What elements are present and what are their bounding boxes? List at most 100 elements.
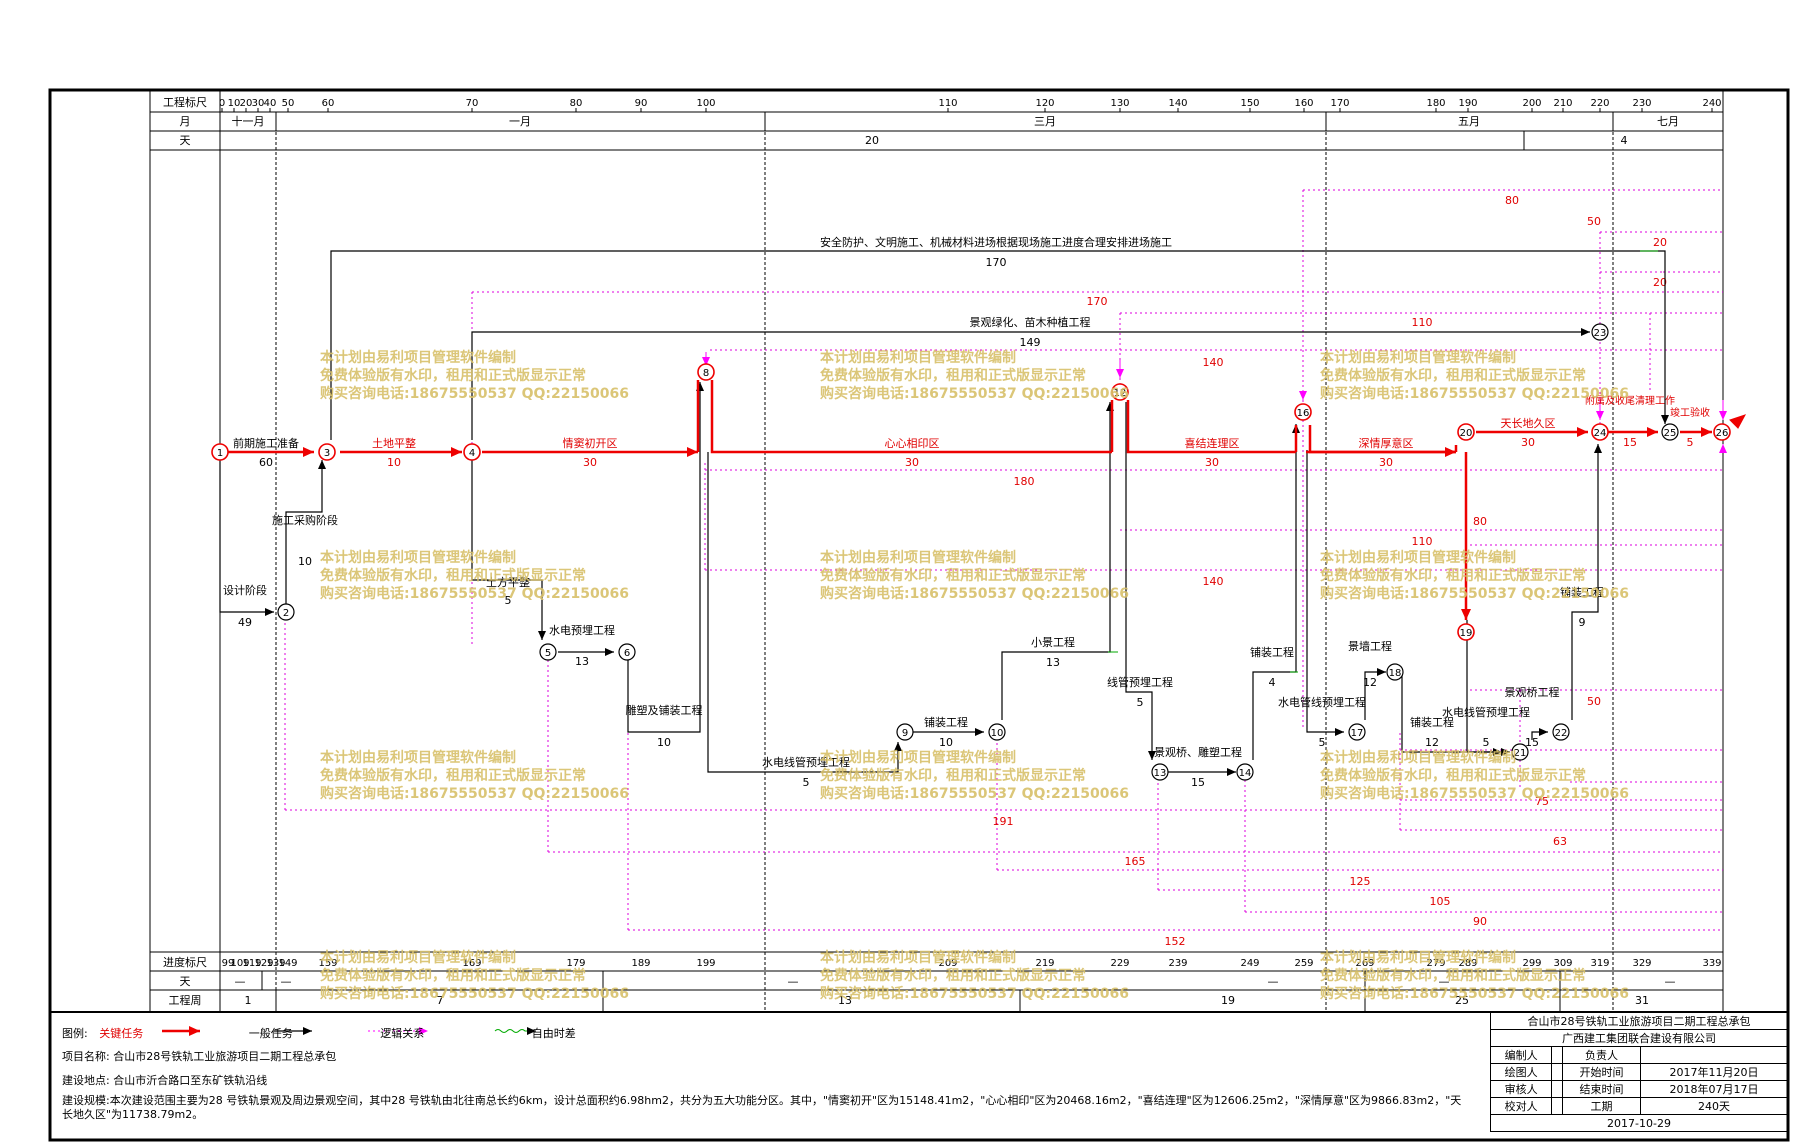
- month-cell-borders: [275, 112, 1614, 150]
- svg-text:170: 170: [1087, 295, 1108, 308]
- task-labels: 前期施工准备 60 设计阶段 49 施工采购阶段 10 土方平整 5 水电预埋工…: [223, 235, 1604, 789]
- ruler-tick: 30: [252, 98, 265, 109]
- legend-logic: 逻辑关系: [380, 1027, 425, 1040]
- watermark-line: 免费体验版有水印，租用和正式版显示正常: [820, 767, 1086, 784]
- node-circle: [463, 443, 481, 461]
- svg-text:12: 12: [1425, 736, 1439, 749]
- svg-text:30: 30: [1205, 456, 1219, 469]
- edge-pipe1: [707, 452, 902, 773]
- watermark-line: 本计划由易利项目管理软件编制: [1320, 949, 1516, 966]
- node-label: 12: [1114, 388, 1127, 399]
- edge-purchase: [285, 460, 326, 612]
- node-circle: [1511, 743, 1529, 761]
- watermark-line: 本计划由易利项目管理软件编制: [820, 749, 1016, 766]
- edge-small: [1001, 402, 1114, 720]
- node-circle: [277, 603, 295, 621]
- watermark-line: 免费体验版有水印，租用和正式版显示正常: [320, 367, 586, 384]
- svg-text:13: 13: [575, 655, 589, 668]
- svg-text:5: 5: [1483, 736, 1490, 749]
- sig-end-label: 结束时间: [1561, 1080, 1642, 1098]
- svg-text:5: 5: [803, 776, 810, 789]
- svg-text:15: 15: [1525, 736, 1539, 749]
- bottom-tick: 279: [1426, 958, 1445, 969]
- bottom-tick: 149: [278, 958, 297, 969]
- svg-text:140: 140: [1203, 575, 1224, 588]
- project-name: 合山市28号铁轨工业旅游项目二期工程总承包: [113, 1050, 337, 1063]
- watermark-line: 免费体验版有水印，租用和正式版显示正常: [1320, 367, 1586, 384]
- ruler-tick: 100: [696, 98, 715, 109]
- watermark-line: 免费体验版有水印，租用和正式版显示正常: [320, 967, 586, 984]
- node-circle: [1151, 763, 1169, 781]
- watermark-line: 购买咨询电话:18675550537 QQ:22150066: [820, 385, 1129, 402]
- node-label: 19: [1460, 628, 1473, 639]
- ruler-tick: 120: [1035, 98, 1054, 109]
- day-value-2: 4: [1621, 134, 1628, 147]
- watermark-line: 本计划由易利项目管理软件编制: [820, 549, 1016, 566]
- svg-text:20: 20: [1653, 276, 1667, 289]
- sig-owner: 负责人: [1561, 1046, 1642, 1064]
- node-circle: [1457, 623, 1475, 641]
- ruler-tick: 240: [1702, 98, 1721, 109]
- watermark-line: 购买咨询电话:18675550537 QQ:22150066: [820, 585, 1129, 602]
- watermark-line: 本计划由易利项目管理软件编制: [320, 949, 516, 966]
- watermark-line: 本计划由易利项目管理软件编制: [1320, 749, 1516, 766]
- node-circle: [1294, 403, 1312, 421]
- month-jan: 一月: [509, 115, 531, 128]
- node-circle: [539, 643, 557, 661]
- edge-land2: [1364, 668, 1386, 720]
- svg-text:15: 15: [1191, 776, 1205, 789]
- svg-text:5: 5: [1137, 696, 1144, 709]
- ruler-tick: 130: [1110, 98, 1129, 109]
- ruler-tick: 60: [322, 98, 335, 109]
- sig-period: 240天: [1640, 1097, 1788, 1115]
- sig-title: 合山市28号铁轨工业旅游项目二期工程总承包: [1490, 1012, 1788, 1030]
- site: 合山市沂合路口至东矿铁轨沿线: [113, 1074, 268, 1087]
- bottom-cell-borders: [261, 971, 1561, 1012]
- watermark-line: 购买咨询电话:18675550537 QQ:22150066: [1320, 385, 1629, 402]
- svg-text:前期施工准备: 前期施工准备: [233, 436, 299, 450]
- svg-text:165: 165: [1125, 855, 1146, 868]
- ruler-label: 工程标尺: [163, 95, 207, 109]
- node-label: 6: [624, 648, 630, 659]
- svg-text:—: —: [281, 975, 292, 988]
- svg-text:景观桥工程: 景观桥工程: [1505, 686, 1560, 699]
- critical-path: [228, 380, 1712, 620]
- ruler-tick: 50: [282, 98, 295, 109]
- ruler-tick: 20: [240, 98, 253, 109]
- ruler-tick: 40: [264, 98, 277, 109]
- svg-text:90: 90: [1473, 915, 1487, 928]
- svg-text:105: 105: [1430, 895, 1451, 908]
- node-label: 4: [469, 448, 475, 459]
- watermark-line: 购买咨询电话:18675550537 QQ:22150066: [1320, 985, 1629, 1002]
- bottom-tick: 189: [631, 958, 650, 969]
- node-circle: [1457, 423, 1475, 441]
- node-label: 23: [1594, 328, 1607, 339]
- ruler-ticks: 0 10 20 30 40 50 60 70 80 90 100 110 120 130 140 150 160…: [219, 98, 1722, 112]
- bottom-tick: 99: [222, 958, 235, 969]
- svg-text:景观桥、雕塑工程: 景观桥、雕塑工程: [1154, 745, 1242, 759]
- svg-text:情窦初开区: 情窦初开区: [563, 436, 618, 450]
- day-label: 天: [180, 134, 191, 147]
- edge-green: [471, 328, 1590, 440]
- bottom-tick: 329: [1632, 958, 1651, 969]
- node-label: 25: [1664, 428, 1677, 439]
- svg-text:施工采购阶段: 施工采购阶段: [272, 513, 338, 527]
- svg-text:63: 63: [1553, 835, 1567, 848]
- svg-text:30: 30: [583, 456, 597, 469]
- node-label: 26: [1716, 428, 1729, 439]
- ruler-tick: 10: [228, 98, 241, 109]
- ruler-tick: 170: [1330, 98, 1349, 109]
- svg-text:110: 110: [1412, 316, 1433, 329]
- bottom-day-marks: — — — — — —: [235, 975, 1676, 988]
- outer-border: [48, 88, 1790, 1142]
- bottom-tick: 209: [938, 958, 957, 969]
- node-label: 5: [545, 648, 551, 659]
- bottom-tick: 129: [254, 958, 273, 969]
- svg-text:土地平整: 土地平整: [372, 436, 416, 450]
- svg-text:191: 191: [993, 815, 1014, 828]
- day-value-1: 20: [865, 134, 879, 147]
- sig-date: 2017-10-29: [1490, 1114, 1788, 1132]
- watermark-line: 购买咨询电话:18675550537 QQ:22150066: [320, 785, 629, 802]
- watermark-line: 免费体验版有水印，租用和正式版显示正常: [1320, 567, 1586, 584]
- svg-text:15: 15: [1623, 436, 1637, 449]
